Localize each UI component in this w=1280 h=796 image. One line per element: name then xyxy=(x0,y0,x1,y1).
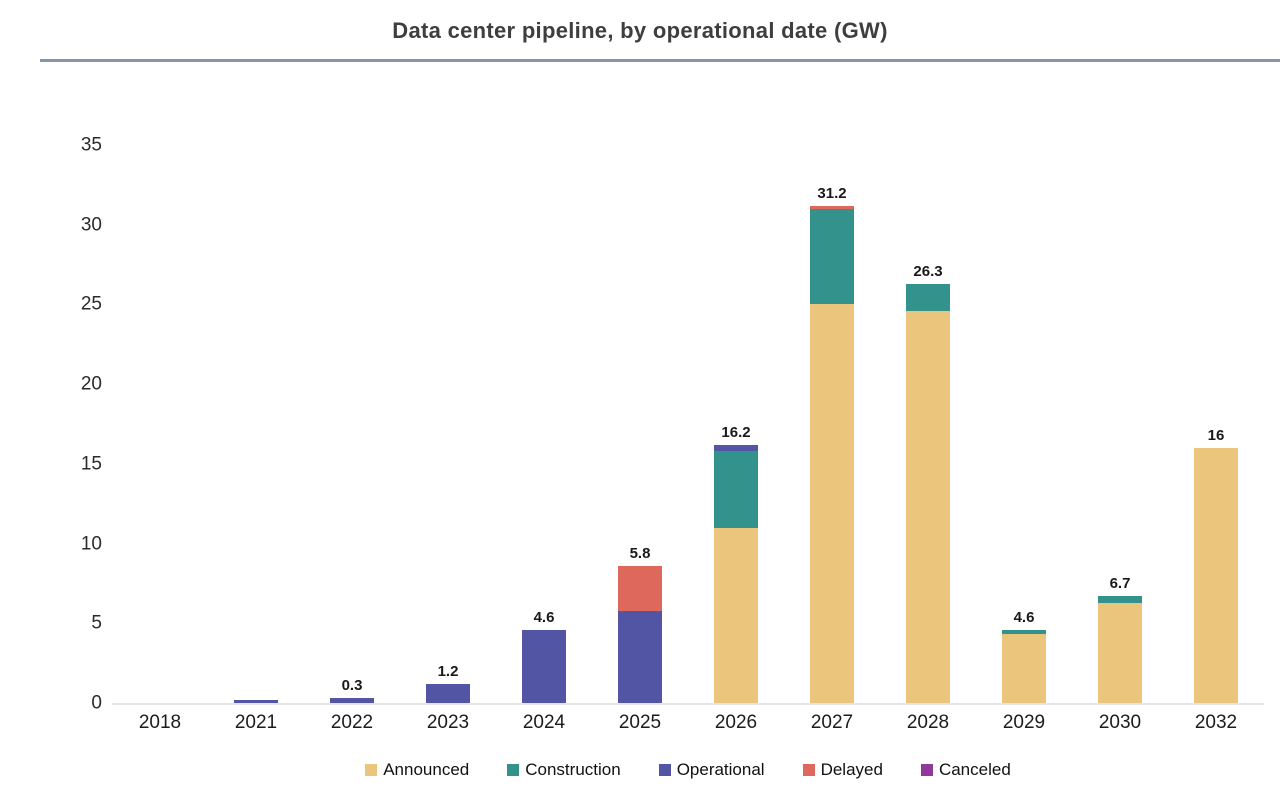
bar-value-label: 6.7 xyxy=(1109,575,1131,593)
legend-swatch-icon xyxy=(920,764,933,776)
bar-segment-operational xyxy=(714,444,758,452)
bar-segment-operational xyxy=(234,699,278,703)
bar-group: 4.6 xyxy=(976,145,1072,703)
bar-segment-announced xyxy=(1194,447,1238,703)
bar-segment-construction xyxy=(1098,596,1142,603)
x-axis-label: 2027 xyxy=(810,712,854,733)
y-tick-label: 20 xyxy=(80,373,102,395)
legend-label: Construction xyxy=(525,760,621,779)
legend-item-announced: Announced xyxy=(365,760,469,780)
y-tick-label: 35 xyxy=(80,134,102,156)
bar-value-label: 0.3 xyxy=(341,677,363,695)
legend-label: Operational xyxy=(676,760,765,779)
bar-group: 31.2 xyxy=(784,145,880,703)
bar-group: 4.6 xyxy=(496,145,592,703)
bar-value-label: 31.2 xyxy=(817,184,847,202)
y-tick-label: 30 xyxy=(80,214,102,236)
title-underline xyxy=(40,59,1280,62)
chart-title: Data center pipeline, by operational dat… xyxy=(392,18,888,43)
bar-group xyxy=(208,145,304,703)
x-axis-label: 2021 xyxy=(234,712,278,733)
x-axis-label: 2018 xyxy=(138,712,182,733)
legend-item-operational: Operational xyxy=(658,760,765,780)
bar-value-label: 4.6 xyxy=(533,608,555,626)
bar-group: 5.8 xyxy=(592,145,688,703)
bar-segment-announced xyxy=(810,304,854,703)
x-axis-label: 2032 xyxy=(1194,712,1238,733)
bar-segment-operational xyxy=(330,698,374,703)
y-tick-label: 25 xyxy=(80,293,102,315)
legend-swatch-icon xyxy=(658,764,671,776)
bar-value-label: 26.3 xyxy=(913,262,943,280)
bar-value-label: 5.8 xyxy=(629,544,651,562)
bar-value-label: 16 xyxy=(1207,426,1225,444)
bar-segment-construction xyxy=(714,451,758,528)
x-axis-label: 2025 xyxy=(618,712,662,733)
bar-group: 0.3 xyxy=(304,145,400,703)
y-tick-label: 10 xyxy=(80,533,102,555)
y-axis: 0 5 10 15 20 25 30 35 xyxy=(40,136,102,713)
bar-segment-delayed xyxy=(618,565,662,611)
bar-value-label: 1.2 xyxy=(437,662,459,680)
legend-label: Canceled xyxy=(938,760,1011,779)
bar-segment-announced xyxy=(1098,602,1142,703)
legend-item-delayed: Delayed xyxy=(802,760,883,780)
legend: Announced Construction Operational Delayed C… xyxy=(112,760,1264,780)
y-tick-label: 0 xyxy=(91,692,102,714)
plot-area: 0.3 1.2 4.6 5.8 16.2 31.2 26.3 4.6 6.7 16 xyxy=(112,145,1264,705)
x-axis-label: 2029 xyxy=(1002,712,1046,733)
legend-swatch-icon xyxy=(365,764,378,776)
bar-group: 6.7 xyxy=(1072,145,1168,703)
legend-label: Announced xyxy=(383,760,470,779)
bar-segment-delayed xyxy=(810,205,854,209)
bar-value-label: 16.2 xyxy=(721,423,751,441)
bar-segment-construction xyxy=(906,283,950,311)
y-tick-label: 5 xyxy=(91,612,102,634)
bar-group xyxy=(112,145,208,703)
bar-segment-construction xyxy=(810,208,854,305)
bar-segment-announced xyxy=(1002,634,1046,703)
x-axis-label: 2030 xyxy=(1098,712,1142,733)
bar-group: 26.3 xyxy=(880,145,976,703)
legend-swatch-icon xyxy=(507,764,520,776)
y-tick-label: 15 xyxy=(80,453,102,475)
bar-value-label: 4.6 xyxy=(1013,608,1035,626)
x-axis-label: 2026 xyxy=(714,712,758,733)
legend-item-canceled: Canceled xyxy=(920,760,1011,780)
x-axis-label: 2022 xyxy=(330,712,374,733)
bar-segment-operational xyxy=(618,610,662,703)
bar-segment-operational xyxy=(426,683,470,703)
x-axis-label: 2028 xyxy=(906,712,950,733)
bar-group: 16 xyxy=(1168,145,1264,703)
legend-swatch-icon xyxy=(802,764,815,776)
x-axis: 2018 2021 2022 2023 2024 2025 2026 2027 2028 2029… xyxy=(112,712,1264,734)
bar-group: 16.2 xyxy=(688,145,784,703)
bar-segment-announced xyxy=(714,527,758,703)
bar-segment-construction xyxy=(1002,629,1046,635)
x-axis-label: 2024 xyxy=(522,712,566,733)
x-axis-label: 2023 xyxy=(426,712,470,733)
bar-segment-operational xyxy=(522,629,566,703)
legend-label: Delayed xyxy=(820,760,883,779)
bar-segment-announced xyxy=(906,310,950,703)
bar-group: 1.2 xyxy=(400,145,496,703)
legend-item-construction: Construction xyxy=(507,760,621,780)
